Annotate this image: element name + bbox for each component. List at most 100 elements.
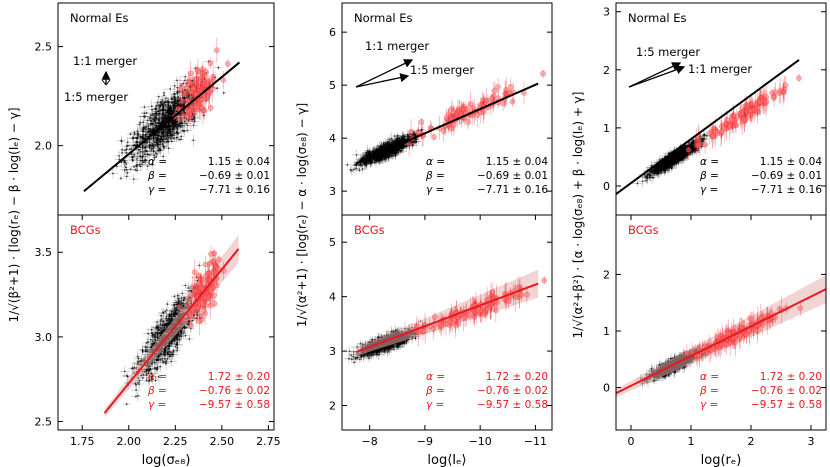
data-point [158, 124, 160, 127]
red-point [490, 93, 497, 99]
data-point [136, 164, 139, 166]
data-point [179, 126, 182, 128]
data-point [167, 136, 170, 139]
merger-1to1-label: 1:1 merger [365, 39, 429, 53]
data-point [386, 145, 389, 147]
data-point [392, 141, 394, 144]
red-point [207, 60, 214, 67]
data-point [192, 124, 195, 127]
data-point [170, 107, 172, 110]
data-point [178, 138, 181, 141]
data-point [161, 142, 164, 145]
data-point [157, 95, 160, 98]
data-point [142, 133, 145, 136]
data-point [394, 154, 396, 157]
data-point [160, 135, 162, 138]
data-point [141, 163, 143, 166]
data-point [157, 149, 159, 152]
data-point [157, 113, 160, 116]
data-point [164, 133, 167, 136]
data-point [161, 133, 163, 135]
data-point [142, 161, 145, 164]
red-point [186, 77, 193, 84]
data-point [147, 127, 150, 130]
merger-1to5-arrow [355, 73, 410, 88]
data-point [150, 144, 152, 147]
red-point [179, 98, 186, 104]
stat-value: 1.15 ± 0.04 [486, 156, 549, 168]
data-point [141, 145, 144, 148]
data-point [174, 100, 177, 103]
data-point [390, 137, 393, 140]
data-point [157, 104, 160, 107]
data-point [166, 138, 169, 141]
data-point [144, 128, 147, 131]
data-point [133, 133, 136, 136]
data-point [396, 134, 399, 137]
data-point [170, 140, 173, 143]
data-point [120, 140, 123, 143]
data-point [182, 103, 185, 106]
data-point [385, 157, 388, 160]
data-point [176, 128, 179, 131]
data-point [349, 168, 352, 171]
data-point [136, 136, 139, 139]
red-point [418, 119, 425, 125]
data-point [193, 115, 196, 118]
data-point [388, 152, 390, 154]
data-point [145, 133, 148, 136]
red-point [196, 102, 202, 109]
data-point [163, 135, 166, 138]
stat-symbol: β = [425, 170, 445, 182]
data-point [383, 158, 386, 161]
data-point [376, 156, 379, 159]
data-point [375, 160, 377, 163]
data-point [177, 96, 180, 98]
data-point [170, 135, 173, 137]
data-point [153, 141, 156, 144]
data-point [152, 114, 154, 117]
data-point [183, 120, 186, 123]
data-point [155, 126, 158, 129]
data-point [129, 148, 131, 151]
red-point [187, 70, 194, 77]
data-point [346, 163, 349, 166]
data-point [173, 123, 176, 126]
data-point [185, 122, 187, 125]
data-point [222, 91, 225, 94]
data-point [170, 133, 173, 136]
data-point [171, 130, 174, 133]
data-point [157, 137, 159, 139]
data-point [176, 92, 179, 95]
data-point [158, 106, 161, 109]
data-point [183, 79, 186, 82]
data-point [156, 133, 158, 136]
data-point [139, 159, 142, 162]
data-point [159, 105, 162, 107]
data-point [150, 129, 153, 132]
data-point [173, 120, 176, 123]
red-point [201, 108, 208, 114]
data-point [154, 107, 157, 110]
red-point [225, 61, 231, 67]
data-point [141, 155, 144, 158]
data-point [191, 97, 194, 99]
data-point [132, 144, 135, 147]
data-point [146, 119, 149, 122]
data-point [161, 115, 164, 118]
data-point [358, 169, 361, 172]
data-point [139, 155, 142, 158]
red-point [464, 106, 470, 112]
data-point [183, 96, 186, 99]
data-point [193, 117, 196, 120]
data-point [386, 142, 388, 144]
data-point [141, 130, 144, 133]
data-point [124, 160, 126, 162]
data-point [162, 138, 165, 141]
stat-symbol: α = [426, 156, 445, 168]
red-point [503, 87, 509, 93]
red-point [192, 109, 198, 115]
